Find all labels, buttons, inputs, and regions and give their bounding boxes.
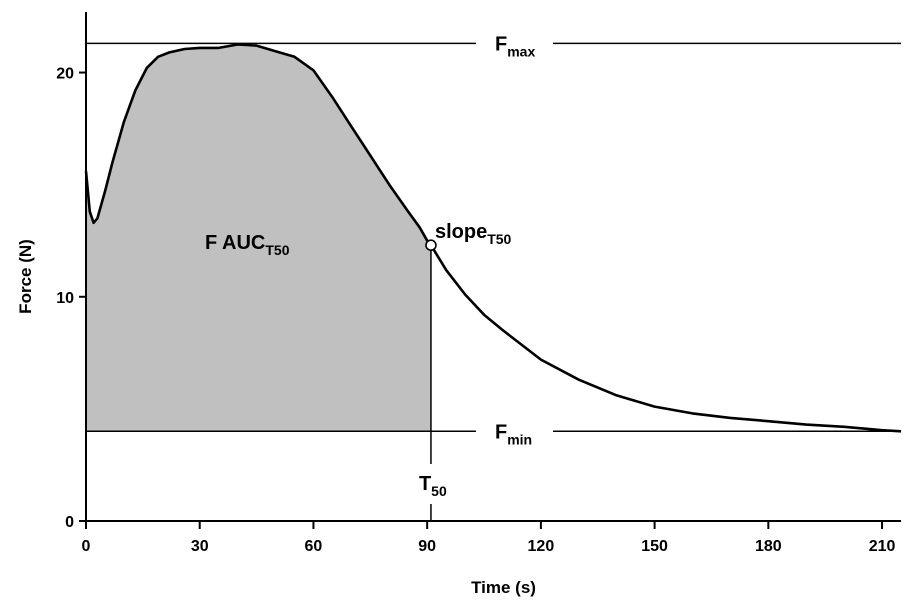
ref-label-min: Fmin xyxy=(495,421,532,447)
y-tick-label: 0 xyxy=(65,514,74,531)
ref-label-max: Fmax xyxy=(495,33,535,59)
x-tick-label: 60 xyxy=(305,538,323,555)
force-curve xyxy=(84,43,902,433)
slope-t50-point xyxy=(425,239,437,251)
x-tick-label: 180 xyxy=(755,538,782,555)
y-tick-label: 10 xyxy=(56,290,74,307)
x-tick-label: 0 xyxy=(82,538,91,555)
x-tick-label: 30 xyxy=(191,538,209,555)
auc-label: F AUCT50 xyxy=(205,232,290,258)
x-tick-label: 210 xyxy=(869,538,896,555)
x-axis-title: Time (s) xyxy=(471,578,536,597)
t50-label: T50 xyxy=(419,473,447,499)
y-tick-label: 20 xyxy=(56,66,74,83)
slope-t50-label: slopeT50 xyxy=(435,221,512,247)
x-tick-label: 120 xyxy=(528,538,555,555)
x-tick-label: 150 xyxy=(641,538,668,555)
x-tick-label: 90 xyxy=(418,538,436,555)
y-axis-title: Force (N) xyxy=(16,239,35,314)
auc-shaded-area xyxy=(86,44,431,432)
